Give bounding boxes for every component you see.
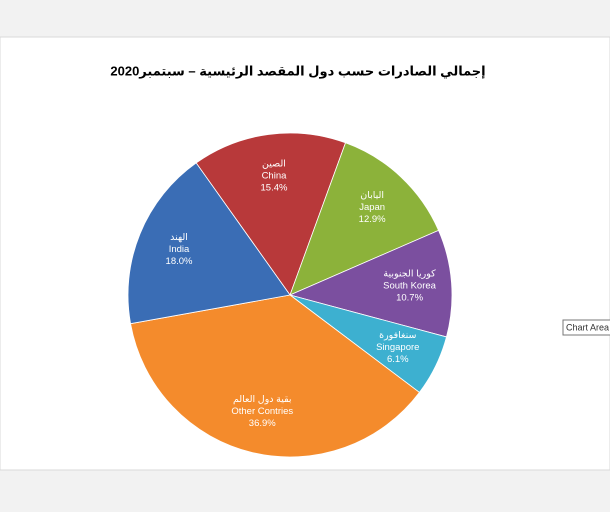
pie-slice — [195, 132, 347, 296]
pie-slice — [127, 162, 291, 325]
pie-slice — [130, 294, 421, 458]
value-label: 10.7% — [396, 293, 423, 304]
chart-title: إجمالي الصادرات حسب دول المقصد الرئيسية … — [110, 63, 485, 78]
value-label: 36.9% — [249, 418, 276, 429]
tooltip-box — [562, 319, 610, 336]
slice-label-ar: كوريا الجنوبية — [383, 269, 436, 280]
pie — [127, 132, 453, 458]
slice-label-ar: الصين — [262, 159, 286, 170]
slice-label-ar: الهند — [170, 232, 188, 243]
value-label: 15.4% — [261, 183, 288, 194]
slice-label: South Korea — [383, 281, 437, 292]
value-label: 12.9% — [359, 214, 386, 225]
slice-label: China — [262, 171, 288, 182]
slice-label: Japan — [359, 202, 385, 213]
pie-slice — [289, 142, 440, 296]
slice-label-ar: اليابان — [360, 190, 384, 201]
slice-label-ar: بقية دول العالم — [233, 394, 292, 405]
slice-label: India — [169, 244, 190, 255]
value-label: 18.0% — [166, 256, 193, 267]
tooltip: Chart Area — [566, 322, 609, 332]
slice-label-ar: سنغافورة — [379, 330, 416, 341]
value-label: 6.1% — [387, 354, 409, 365]
pie-slice — [288, 229, 453, 338]
slice-label: Other Contries — [231, 406, 293, 417]
slice-label: Singapore — [376, 342, 419, 353]
